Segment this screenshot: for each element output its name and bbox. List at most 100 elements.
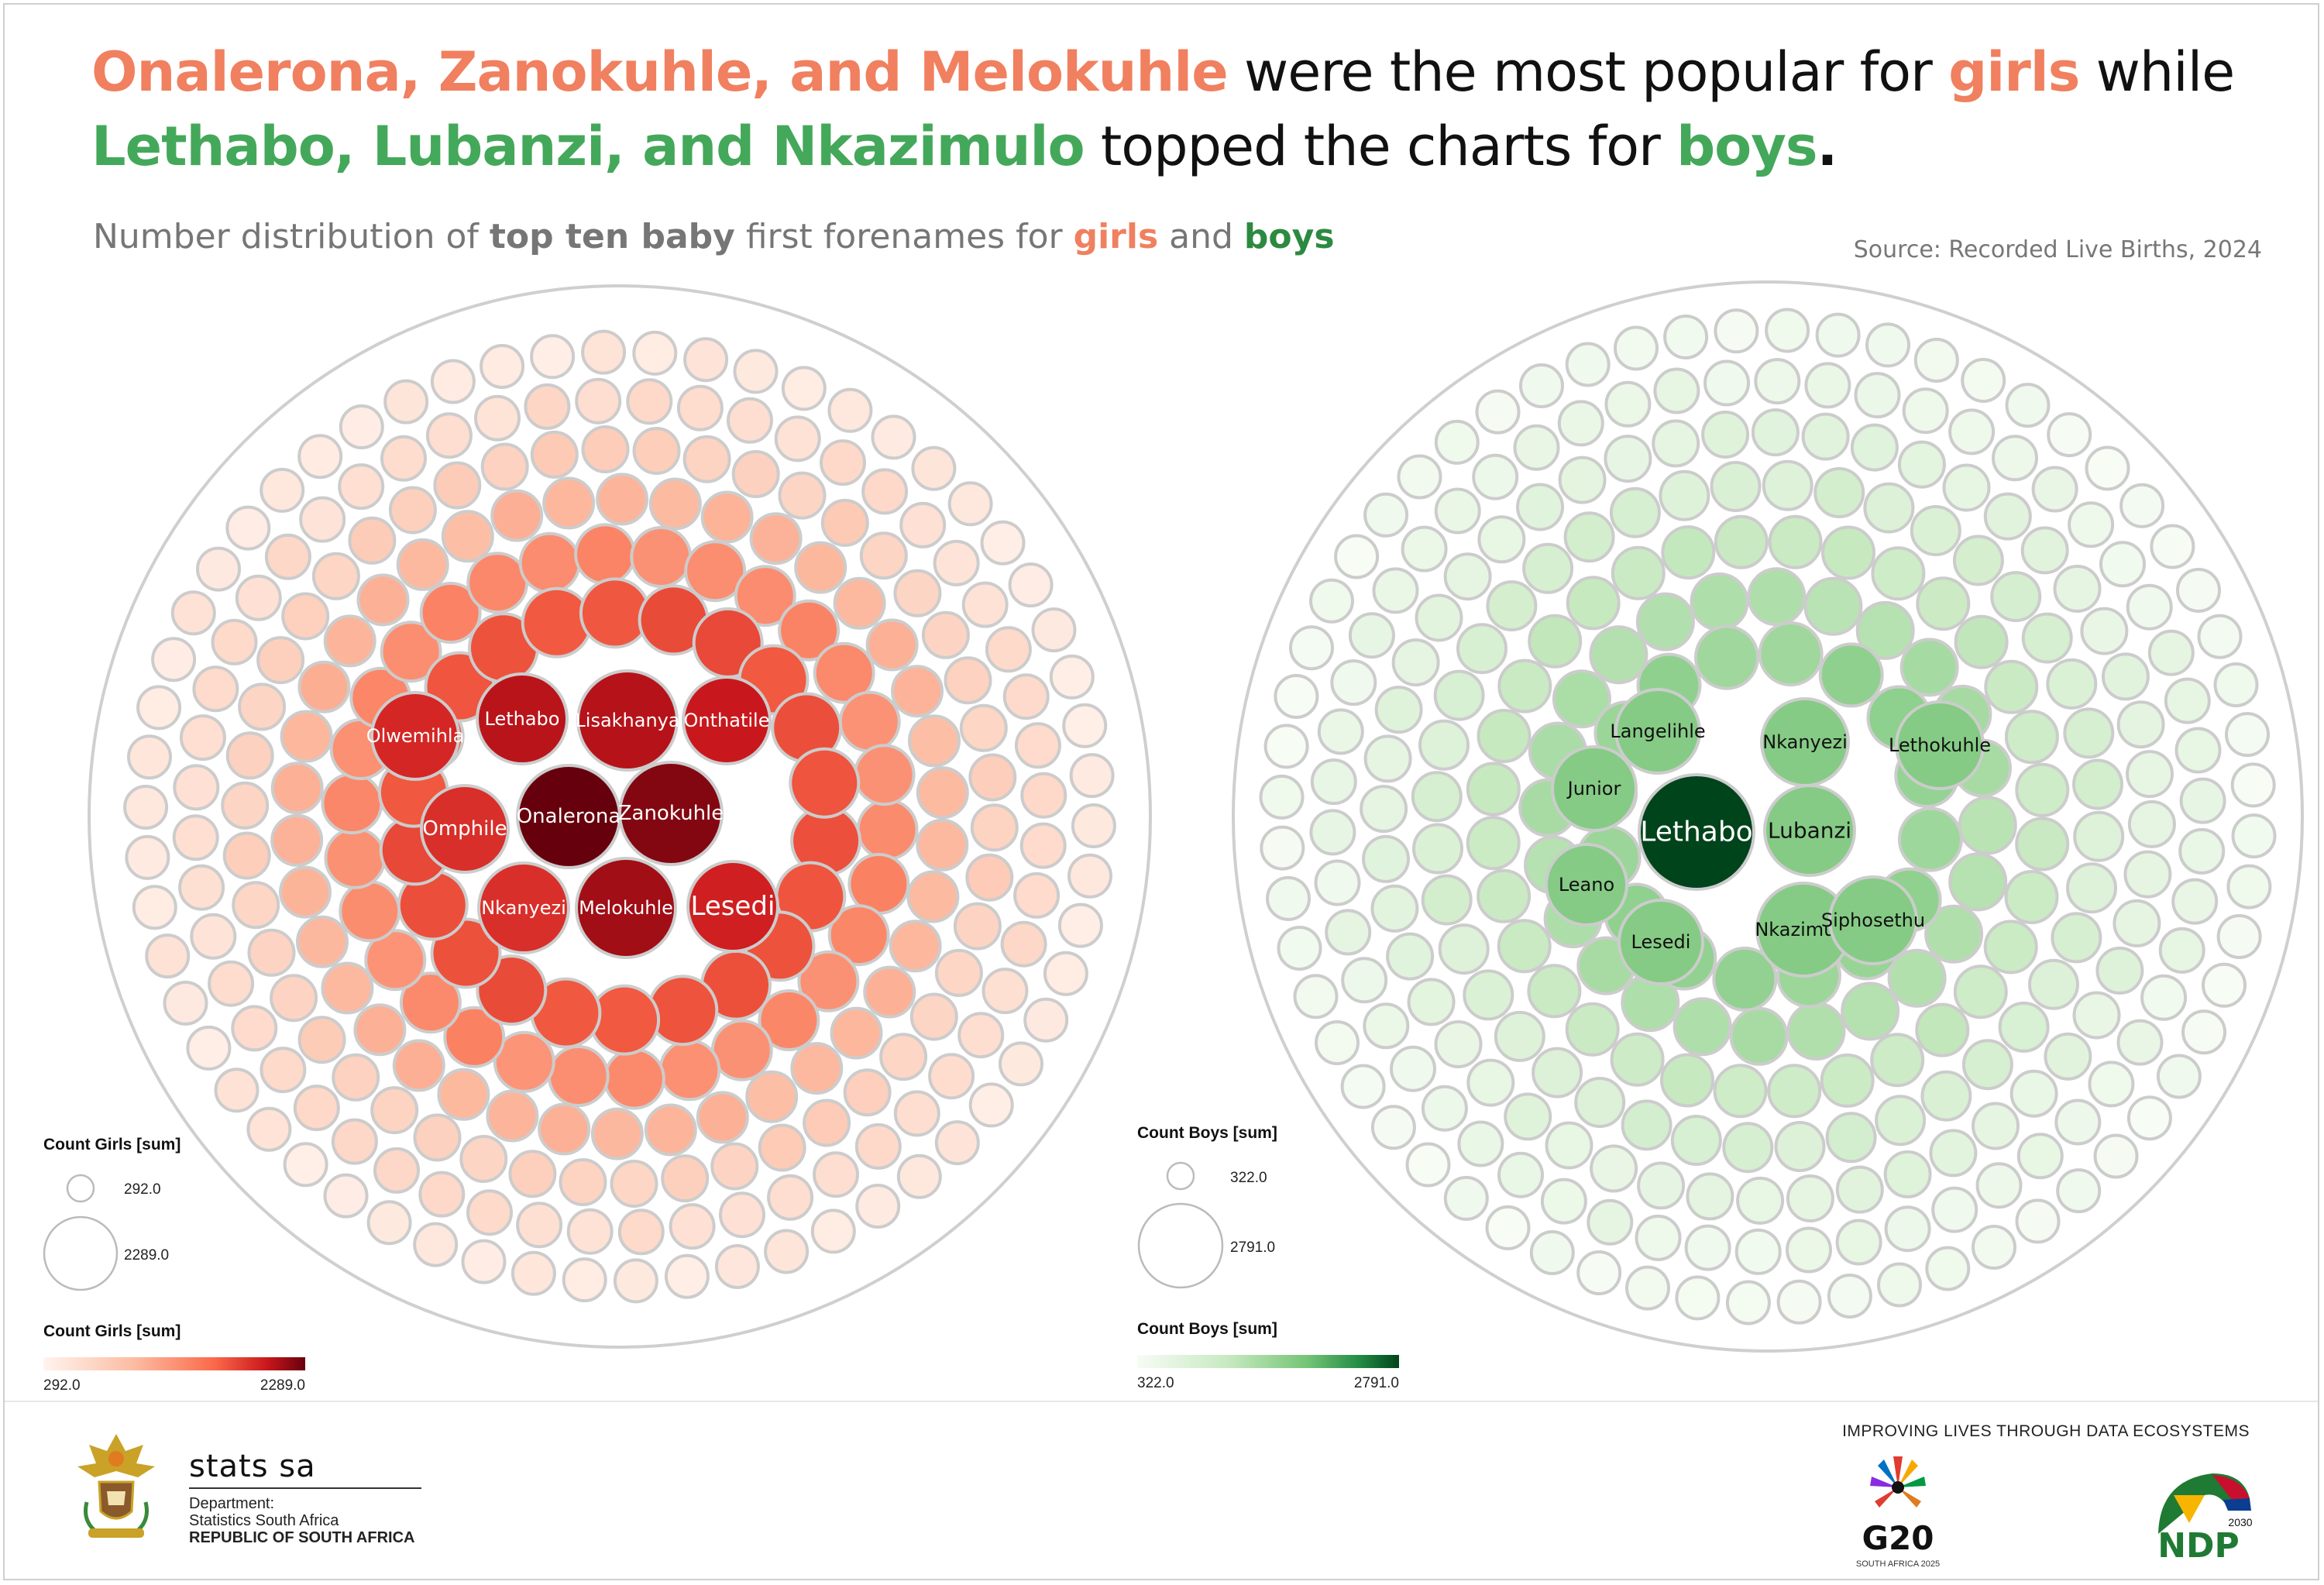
boys-bubble <box>1457 1120 1504 1167</box>
boys-bubble <box>1565 342 1611 387</box>
boys-bubble <box>1883 1150 1932 1198</box>
girls-bubble <box>125 834 170 880</box>
girls-bubble <box>238 682 287 731</box>
girls-bubble <box>270 974 318 1023</box>
girls-bubble <box>246 1106 292 1152</box>
boys-bubble <box>1948 852 2008 912</box>
boys-bubble <box>2068 501 2115 548</box>
girls-bubble <box>323 1173 369 1219</box>
boys-bubble <box>1751 408 1800 457</box>
boys-bubble <box>1884 1205 1931 1253</box>
girls-bubble <box>953 902 1002 951</box>
boys-label-nkanyezi: Nkanyezi <box>1762 731 1848 753</box>
girls-bubble <box>871 414 916 460</box>
boys-bubble <box>1374 686 1423 734</box>
boys-bubble <box>1835 1165 1884 1214</box>
boys-bubble <box>1635 592 1695 652</box>
girls-bubble <box>933 539 980 586</box>
girls-bubble <box>581 329 627 375</box>
girls-bubble <box>843 1068 892 1117</box>
boys-bubble <box>1412 823 1463 875</box>
boys-bubble <box>1663 315 1709 359</box>
boys-bubble <box>1421 1085 1468 1132</box>
boys-bubble <box>1477 868 1532 923</box>
girls-bubble <box>264 533 311 580</box>
headline-seg: were the most popular for <box>1227 40 1949 104</box>
boys-bubble <box>1972 1102 2020 1150</box>
boys-bubble <box>1801 412 1850 461</box>
girls-bubble <box>789 747 861 819</box>
girls-bubble <box>896 1154 942 1199</box>
boys-bubble <box>1528 614 1583 669</box>
girls-bubble <box>758 1123 806 1172</box>
boys-bubble <box>1527 964 1582 1019</box>
boys-bubble <box>2140 974 2188 1021</box>
boys-bubble <box>2015 762 2070 817</box>
girls-bubble <box>813 1151 859 1198</box>
girls-bubble <box>778 471 827 520</box>
boys-bubble <box>1714 308 1759 354</box>
boys-boundary-circle <box>1232 280 2304 1353</box>
girls-bubble <box>323 614 376 668</box>
boys-bubble <box>1897 806 1963 872</box>
girls-bubble <box>959 703 1008 752</box>
girls-bubble <box>928 1053 975 1100</box>
subtitle-part: first forenames for <box>734 217 1074 256</box>
boys-bubble <box>1472 453 1519 500</box>
girls-bubble <box>542 476 596 530</box>
girls-bubble-lesedi <box>686 860 779 953</box>
boys-bubble <box>1433 669 1485 721</box>
boys-bubble <box>1870 1033 1925 1088</box>
boys-bubble <box>1415 593 1463 642</box>
girls-bubble <box>968 1082 1014 1128</box>
boys-bubble <box>1370 884 1419 933</box>
boys-bubble <box>1835 1219 1882 1266</box>
boys-bubble <box>1260 825 1305 871</box>
boys-bubble <box>1694 624 1759 690</box>
coat-of-arms-logo <box>77 1434 155 1538</box>
girls-bubble <box>778 599 841 662</box>
boys-bubble <box>2031 466 2078 513</box>
boys-bubble <box>1407 978 1456 1026</box>
girls-bubble <box>644 1103 697 1157</box>
boys-bubble <box>1363 1002 1410 1050</box>
boys-bubble <box>2127 799 2176 848</box>
girls-bubble <box>459 1135 508 1183</box>
girls-bubble <box>647 975 719 1047</box>
boys-bubble <box>1466 816 1521 871</box>
subtitle-part: top ten baby <box>489 217 735 256</box>
boys-bubble <box>1887 948 1947 1008</box>
boys-bubble <box>1589 625 1648 685</box>
girls-bubble <box>127 734 172 780</box>
girls-bubble <box>524 383 571 430</box>
girls-bubble <box>474 394 521 442</box>
girls-bubble <box>934 1120 980 1166</box>
boys-bubble <box>1309 578 1354 624</box>
boys-bubble <box>1754 358 1801 405</box>
headline-seg: topped the charts for <box>1084 115 1677 178</box>
boys-bubble <box>2158 927 2205 974</box>
subtitle-part: girls <box>1073 217 1159 256</box>
girls-bubble <box>968 753 1017 802</box>
girls-bubble <box>893 569 942 617</box>
g20-subtext: SOUTH AFRICA 2025 <box>1856 1559 1940 1569</box>
boys-bubble <box>2021 612 2073 664</box>
boys-bubble <box>1871 546 1926 601</box>
girls-bubble <box>425 412 473 459</box>
boys-label-lethokuhle: Lethokuhle <box>1889 734 1991 756</box>
boys-bubble <box>1477 515 1526 564</box>
boys-bubble <box>1660 1053 1714 1108</box>
girls-bubble <box>767 1174 814 1221</box>
girls-bubble <box>889 920 942 973</box>
girls-bubble <box>947 481 993 527</box>
boys-bubble <box>2226 864 2272 909</box>
girls-bubble <box>733 349 779 394</box>
boys-bubble <box>1277 926 1322 971</box>
boys-bubble <box>1975 1162 2023 1209</box>
girls-bubble <box>280 710 333 763</box>
girls-bubble <box>758 989 820 1051</box>
girls-bubble-zanokuhle <box>618 761 724 866</box>
girls-bubble <box>727 397 773 444</box>
girls-bubble <box>610 1160 658 1208</box>
